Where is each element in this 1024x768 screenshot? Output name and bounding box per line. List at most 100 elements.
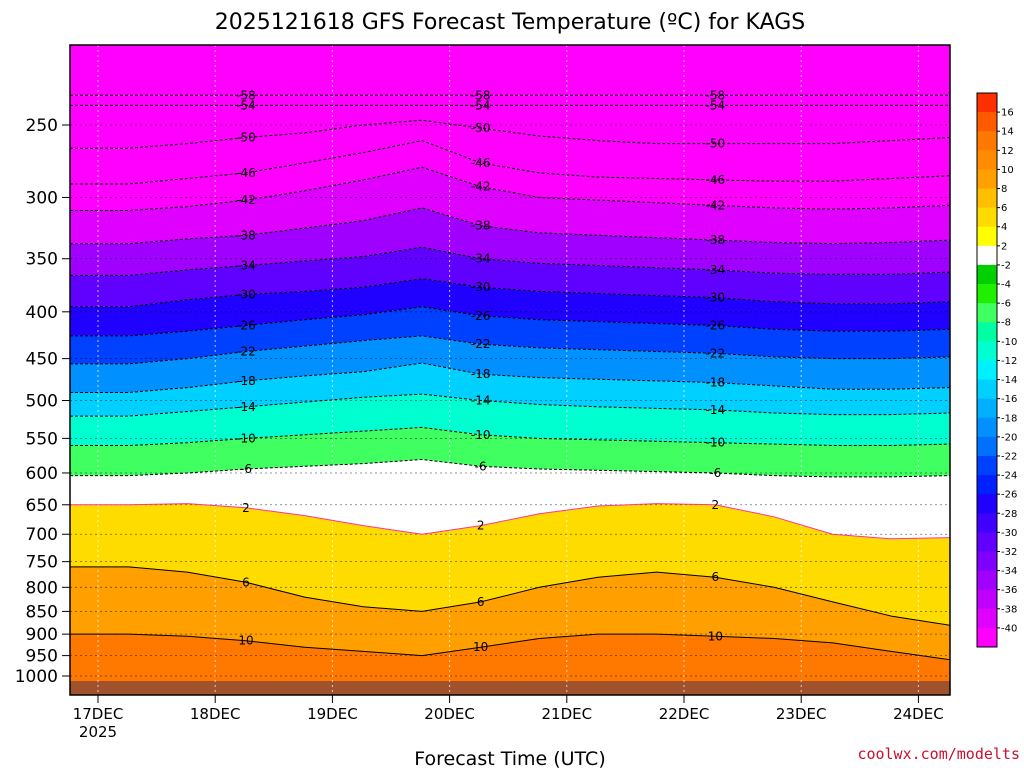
colorbar-swatch (977, 494, 997, 514)
isotherm-label: -22 (706, 346, 726, 360)
colorbar-label: -4 (1001, 280, 1011, 291)
x-tick-label: 20DEC (424, 705, 475, 723)
year-label: 2025 (79, 723, 117, 741)
colorbar-label: 4 (1001, 222, 1007, 233)
colorbar-label: -14 (1001, 375, 1017, 386)
x-tick-label: 23DEC (776, 705, 827, 723)
isotherm-line (70, 426, 950, 446)
isotherm-label: -54 (471, 98, 491, 112)
colorbar-label: 2 (1001, 241, 1007, 252)
y-tick-label: 1000 (15, 667, 58, 687)
isotherm-label: 2 (242, 501, 250, 515)
isotherm-label: -58 (236, 88, 256, 102)
axes: 250 300 350 400 450 500 550 600 650 700 750 800 850 9… (15, 116, 944, 723)
isotherm-label: -30 (236, 288, 256, 302)
colorbar-label: -20 (1001, 432, 1017, 443)
x-tick-label: 22DEC (659, 705, 710, 723)
isotherm-label: 2 (712, 498, 720, 512)
colorbar-label: -6 (1001, 299, 1011, 310)
credit-link[interactable]: coolwx.com/modelts (857, 745, 1020, 763)
band (70, 427, 950, 477)
isotherm-label: 10 (238, 634, 253, 648)
isotherm-label: -34 (236, 258, 256, 272)
isotherm-label: 10 (473, 640, 488, 654)
temperature-bands (70, 45, 950, 695)
colorbar-label: -8 (1001, 318, 1011, 329)
isotherm-label: -46 (236, 166, 256, 180)
y-tick-label: 800 (26, 578, 58, 598)
colorbar-swatch (977, 551, 997, 572)
band (70, 278, 950, 336)
isotherm-label: -18 (236, 374, 256, 388)
colorbar-swatch (977, 627, 997, 648)
colorbar-label: -34 (1001, 566, 1017, 577)
isotherm-label: -42 (471, 180, 491, 194)
colorbar-label: -12 (1001, 356, 1017, 367)
isotherm-label: -26 (471, 309, 491, 323)
colorbar-label: -18 (1001, 413, 1017, 424)
band (70, 394, 950, 446)
y-tick-label: 250 (26, 116, 58, 136)
isotherm-label: -58 (471, 88, 491, 102)
y-tick-label: 350 (26, 250, 58, 270)
isotherm-label: -54 (236, 98, 256, 112)
colorbar-label: 12 (1001, 146, 1014, 157)
colorbar-label: 10 (1001, 165, 1014, 176)
colorbar-swatch (977, 188, 997, 209)
y-tick-label: 550 (26, 429, 58, 449)
x-tick-label: 19DEC (307, 705, 358, 723)
isotherm-label: -54 (706, 98, 726, 112)
isotherm-line (70, 458, 950, 478)
band (70, 45, 950, 96)
isotherm-line (70, 335, 950, 365)
y-tick-label: 900 (26, 625, 58, 645)
x-axis-label: Forecast Time (UTC) (414, 748, 605, 768)
colorbar-swatch (977, 226, 997, 247)
colorbar-label: -16 (1001, 394, 1017, 405)
isotherm-label: -50 (236, 131, 256, 145)
isotherm-label: -38 (471, 219, 491, 233)
colorbar-label: 14 (1001, 127, 1014, 138)
isotherm-label: -18 (706, 376, 726, 390)
isotherm-line (70, 207, 950, 245)
colorbar-swatch (977, 570, 997, 591)
colorbar-swatch (977, 131, 997, 151)
colorbar-swatch (977, 284, 997, 304)
isotherm-label: 2 (477, 519, 485, 533)
colorbar-label: -26 (1001, 490, 1017, 501)
isotherm-label: 6 (242, 575, 250, 589)
colorbar-swatch (977, 455, 997, 476)
isotherm-label: -38 (236, 228, 256, 242)
isotherm-label: -50 (706, 137, 726, 151)
isotherm-label: 6 (477, 595, 485, 609)
isotherm-label: -22 (471, 337, 491, 351)
colorbar-label: 16 (1001, 108, 1014, 119)
isotherm-label: -34 (471, 252, 491, 266)
colorbar-swatch (977, 341, 997, 361)
y-tick-label: 400 (26, 303, 58, 323)
isotherm-label: -26 (236, 318, 256, 332)
isotherm-line (70, 119, 950, 149)
isotherm-label: -34 (706, 263, 726, 277)
isotherm-label: -26 (706, 318, 726, 332)
isotherm-label: -6 (475, 459, 487, 473)
isotherm-label: -14 (706, 403, 726, 417)
colorbar-swatch (977, 207, 997, 228)
isotherm-label: -46 (471, 156, 491, 170)
y-tick-label: 600 (26, 464, 58, 484)
isotherm-line (70, 503, 950, 540)
y-tick-label: 700 (26, 525, 58, 545)
colorbar-label: -32 (1001, 547, 1017, 558)
colorbar-swatch (977, 475, 997, 495)
colorbar-label: -24 (1001, 471, 1017, 482)
colorbar-swatch (977, 169, 997, 190)
colorbar-label: -40 (1001, 623, 1017, 634)
isotherm-line (70, 393, 950, 417)
colorbar-swatch (977, 513, 997, 533)
band (70, 167, 950, 244)
isotherm-label: -14 (236, 400, 256, 414)
colorbar-label: -30 (1001, 528, 1017, 539)
grid-lines (70, 45, 950, 695)
colorbar-swatch (977, 398, 997, 419)
